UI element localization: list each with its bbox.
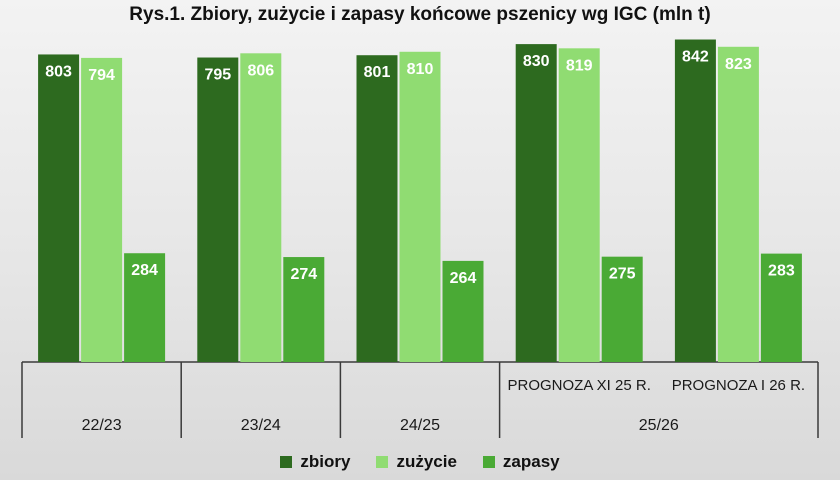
x-tick-label-3: 24/25: [400, 417, 440, 434]
bar-zapasy-3: [442, 260, 484, 362]
bar-zużycie-1: [81, 57, 123, 362]
data-label-zbiory-3: 801: [364, 64, 391, 81]
data-label-zapasy-1: 284: [131, 262, 158, 279]
bar-zbiory-2: [197, 57, 239, 362]
bar-zużycie-5: [717, 46, 759, 362]
bar-zapasy-2: [283, 257, 325, 362]
bar-zużycie-4: [558, 48, 600, 362]
data-label-zapasy-5: 283: [768, 263, 795, 280]
chart-title: Rys.1. Zbiory, zużycie i zapasy końcowe …: [129, 4, 711, 25]
data-label-zbiory-2: 795: [204, 67, 231, 84]
legend-swatch-zapasy: [482, 456, 495, 468]
bar-zbiory-3: [356, 55, 398, 362]
legend-item-zuzycie: zużycie: [376, 452, 457, 472]
sublabel-4: PROGNOZA XI 25 R.: [508, 377, 651, 394]
bar-chart: 803 794 284 795 806 274 801 810 264 830 819 275 PROG…: [21, 39, 819, 438]
x-tick-label-4: 25/26: [639, 417, 679, 434]
bar-zbiory-5: [674, 39, 716, 362]
data-label-zbiory-4: 830: [523, 53, 550, 70]
data-label-zużycie-3: 810: [407, 61, 434, 78]
bar-zapasy-5: [760, 253, 802, 362]
data-label-zużycie-4: 819: [566, 57, 593, 74]
bar-zużycie-2: [240, 53, 282, 362]
legend-item-zapasy: zapasy: [482, 452, 560, 472]
data-label-zapasy-3: 264: [450, 270, 477, 287]
legend-label-zuzycie: zużycie: [396, 452, 457, 471]
x-tick-label-1: 22/23: [82, 417, 122, 434]
bar-zbiory-4: [515, 44, 557, 363]
legend-label-zbiory: zbiory: [300, 452, 351, 471]
data-label-zużycie-2: 806: [247, 62, 274, 79]
legend-swatch-zuzycie: [376, 456, 389, 468]
data-label-zapasy-4: 275: [609, 266, 636, 283]
bar-zapasy-1: [124, 253, 166, 362]
sublabel-5: PROGNOZA I 26 R.: [672, 377, 805, 394]
data-label-zbiory-5: 842: [682, 49, 709, 66]
data-label-zużycie-5: 823: [725, 56, 752, 73]
legend-item-zbiory: zbiory: [280, 452, 350, 472]
x-tick-label-2: 23/24: [241, 417, 281, 434]
data-label-zużycie-1: 794: [88, 67, 115, 84]
data-label-zbiory-1: 803: [45, 63, 72, 80]
data-label-zapasy-2: 274: [290, 266, 317, 283]
legend-label-zapasy: zapasy: [502, 452, 560, 471]
legend: zbiory zużycie zapasy: [0, 452, 840, 472]
bar-zużycie-3: [399, 51, 441, 363]
legend-swatch-zbiory: [280, 456, 293, 468]
bar-zbiory-1: [38, 54, 80, 363]
bar-zapasy-4: [601, 256, 643, 362]
